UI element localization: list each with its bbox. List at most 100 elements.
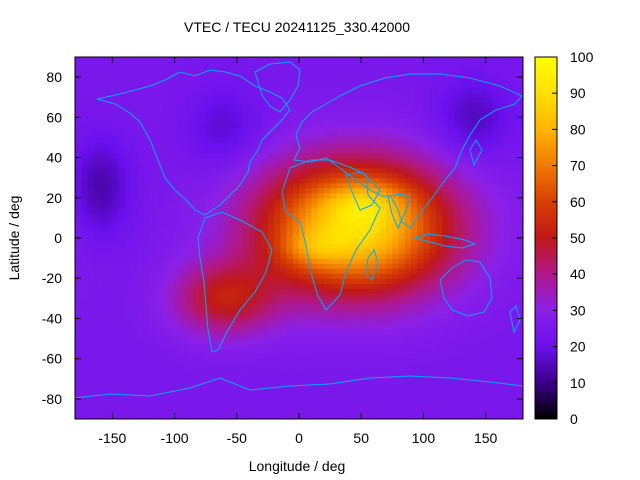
heatmap-cell: [473, 217, 481, 224]
heatmap-cell: [299, 273, 306, 279]
heatmap-cell: [106, 142, 113, 149]
heatmap-cell: [124, 253, 132, 259]
heatmap-cell: [473, 202, 481, 209]
heatmap-cell: [255, 373, 263, 380]
heatmap-cell: [81, 313, 89, 320]
heatmap-cell: [460, 167, 468, 174]
heatmap-cell: [442, 303, 449, 309]
heatmap-cell: [124, 127, 132, 134]
heatmap-cell: [361, 87, 369, 93]
heatmap-cell: [93, 293, 101, 299]
heatmap-cell: [292, 313, 300, 320]
heatmap-cell: [330, 393, 337, 400]
heatmap-cell: [392, 207, 400, 214]
heatmap-cell: [255, 363, 263, 370]
heatmap-cell: [491, 132, 499, 139]
heatmap-cell: [155, 298, 163, 304]
heatmap-cell: [317, 238, 325, 244]
heatmap-cell: [429, 177, 437, 184]
heatmap-cell: [205, 142, 213, 149]
heatmap-cell: [417, 303, 425, 309]
heatmap-cell: [367, 72, 375, 78]
heatmap-cell: [411, 162, 418, 169]
heatmap-cell: [243, 408, 250, 415]
heatmap-cell: [429, 122, 437, 128]
heatmap-cell: [348, 132, 356, 139]
heatmap-cell: [299, 122, 306, 128]
heatmap-cell: [180, 132, 188, 139]
heatmap-cell: [411, 393, 418, 400]
heatmap-cell: [149, 187, 157, 194]
heatmap-cell: [473, 303, 481, 309]
heatmap-cell: [143, 363, 151, 370]
heatmap-cell: [143, 373, 151, 380]
heatmap-cell: [236, 177, 244, 184]
heatmap-cell: [348, 323, 356, 330]
heatmap-cell: [106, 127, 113, 134]
heatmap-cell: [149, 328, 157, 335]
heatmap-cell: [131, 398, 138, 405]
heatmap-cell: [274, 137, 281, 144]
heatmap-cell: [87, 147, 95, 154]
heatmap-cell: [379, 398, 387, 405]
heatmap-cell: [292, 328, 300, 335]
heatmap-cell: [417, 263, 425, 269]
heatmap-cell: [429, 273, 437, 279]
heatmap-cell: [379, 303, 387, 309]
heatmap-cell: [243, 343, 250, 350]
heatmap-cell: [143, 192, 151, 199]
heatmap-cell: [286, 102, 294, 108]
heatmap-cell: [267, 82, 275, 88]
heatmap-cell: [311, 177, 319, 184]
heatmap-cell: [498, 403, 505, 410]
heatmap-cell: [218, 142, 225, 149]
heatmap-cell: [361, 147, 369, 154]
heatmap-cell: [498, 72, 505, 78]
heatmap-cell: [286, 207, 294, 214]
heatmap-cell: [168, 383, 176, 390]
heatmap-cell: [373, 313, 381, 320]
heatmap-cell: [498, 253, 505, 259]
heatmap-cell: [355, 263, 362, 269]
heatmap-cell: [299, 248, 306, 254]
heatmap-cell: [386, 152, 393, 159]
heatmap-cell: [87, 232, 95, 239]
heatmap-cell: [249, 358, 257, 365]
heatmap-cell: [299, 212, 306, 219]
heatmap-cell: [143, 353, 151, 360]
heatmap-cell: [460, 82, 468, 88]
heatmap-cell: [373, 197, 381, 204]
heatmap-cell: [392, 313, 400, 320]
heatmap-cell: [442, 248, 449, 254]
heatmap-cell: [460, 222, 468, 229]
heatmap-cell: [498, 97, 505, 103]
heatmap-cell: [435, 288, 443, 294]
heatmap-cell: [143, 207, 151, 214]
heatmap-cell: [498, 232, 505, 239]
heatmap-cell: [131, 212, 138, 219]
heatmap-cell: [255, 207, 263, 214]
heatmap-cell: [87, 207, 95, 214]
heatmap-cell: [355, 358, 362, 365]
heatmap-cell: [473, 313, 481, 320]
heatmap-cell: [330, 147, 337, 154]
heatmap-cell: [112, 303, 120, 309]
heatmap-cell: [118, 137, 126, 144]
heatmap-cell: [168, 363, 176, 370]
heatmap-cell: [379, 117, 387, 123]
heatmap-cell: [224, 293, 232, 299]
heatmap-cell: [398, 353, 406, 360]
heatmap-cell: [491, 333, 499, 340]
heatmap-cell: [323, 323, 331, 330]
heatmap-cell: [180, 243, 188, 249]
heatmap-cell: [218, 207, 225, 214]
heatmap-cell: [224, 358, 232, 365]
heatmap-cell: [429, 142, 437, 149]
heatmap-cell: [373, 293, 381, 299]
heatmap-cell: [174, 313, 182, 320]
heatmap-cell: [323, 363, 331, 370]
heatmap-cell: [491, 373, 499, 380]
heatmap-cell: [230, 192, 238, 199]
heatmap-cell: [193, 112, 201, 118]
heatmap-cell: [467, 127, 474, 134]
